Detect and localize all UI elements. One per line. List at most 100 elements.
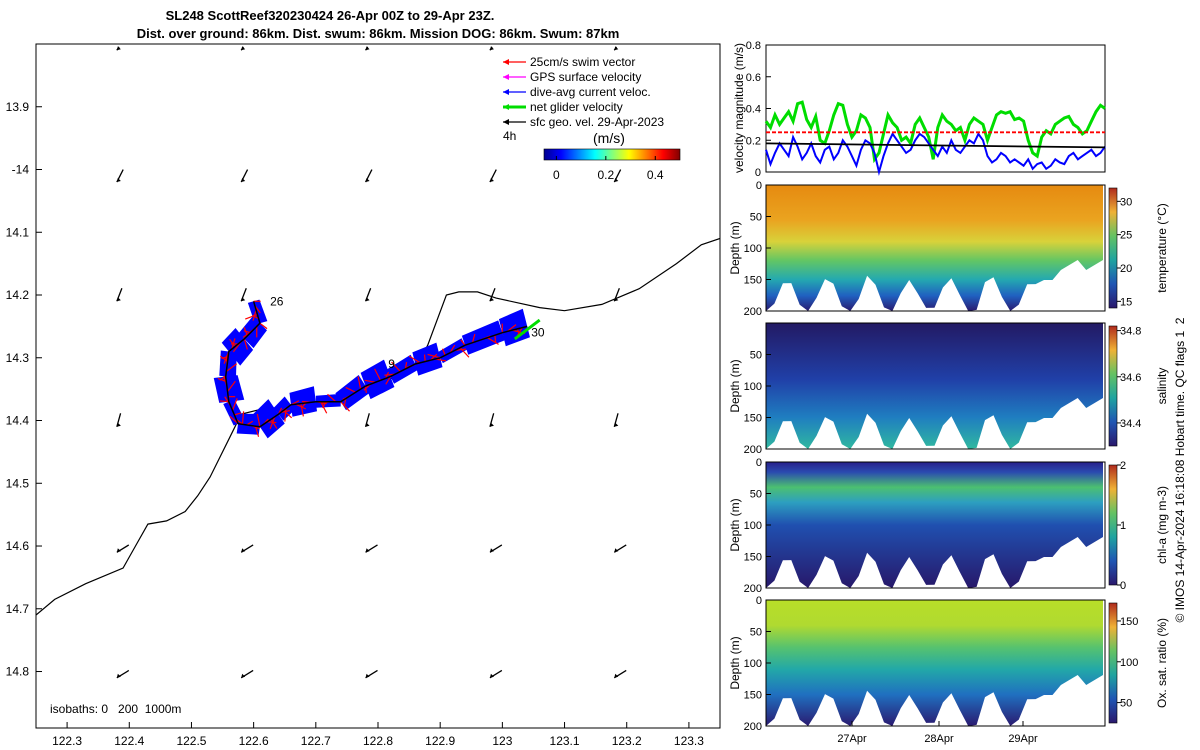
legend-label: sfc geo. vel. 29-Apr-2023 [530,115,664,129]
geo-arrow-head [614,178,619,183]
section-ylabel: Depth (m) [728,636,742,689]
legend-arrowhead [503,59,509,65]
swim-vector [494,335,497,343]
geo-arrow-head [614,548,619,553]
swim-vector [385,376,391,385]
section-y-tick-label: 100 [744,381,762,393]
geo-velocity-arrows [116,46,627,679]
swim-vector [423,354,426,362]
swim-vector [300,403,304,417]
section-y-tick-label: 200 [744,444,762,456]
geo-arrow-head [614,673,619,678]
geo-arrow-head [614,422,619,427]
colorbar-tick-label: 15 [1120,296,1132,308]
section-y-tick-label: 200 [744,306,762,318]
day-label: 9 [388,357,395,371]
velocity-y-tick-label: 0.8 [746,40,761,52]
geo-arrow-head [365,673,370,678]
geo-arrow-head [614,297,619,302]
section-y-tick-label: 100 [744,520,762,532]
velocity-y-tick-label: 0.4 [746,104,761,116]
geo-arrow-head [116,297,121,302]
map-y-tick-label: 14.6 [6,539,30,553]
legend-arrowhead [503,74,509,80]
geo-arrow-head [116,548,121,553]
swim-vector [459,347,470,358]
dive-avg-current-vector [360,359,395,400]
isobath-label: isobaths: 0 200 1000m [50,702,181,716]
section-y-tick-label: 0 [756,180,762,192]
geo-arrow-head [241,673,246,678]
section-ylabel: Depth (m) [728,359,742,412]
colorbar-tick-label: 30 [1120,196,1132,208]
map-y-tick-label: -14 [12,163,30,177]
dive-avg-current-vector [386,354,419,384]
section-panel-temperature: 0 50 100 150 200 Depth (m) 15 20 25 30 temperature… [728,180,1169,318]
swim-vector [391,361,401,372]
swim-vector [270,418,278,429]
velocity-ylabel: velocity magnitude (m/s) [732,43,746,173]
geo-arrow-head [489,297,494,302]
dive-avg-current-vector [461,320,505,355]
day-label: 26 [270,294,284,308]
velocity-y-tick-label: 0.2 [746,135,761,147]
section-y-tick-label: 100 [744,243,762,255]
swim-vector [320,401,328,414]
colorbar-tick-label: 34.4 [1120,418,1141,430]
velocity-y-tick-label: 0 [755,167,761,179]
swim-vector [241,411,245,425]
geo-arrow-head [365,178,370,183]
section-data-oxygen [766,600,1103,726]
velocity-panel: 0 0.2 0.4 0.6 0.8 velocity magnitude (m/s) [732,40,1106,179]
map-y-tick-label: 14.4 [6,414,30,428]
section-y-tick-label: 0 [756,595,762,607]
colorbar-label: Ox. sat. ratio (%) [1155,618,1169,708]
geo-arrow-head [241,548,246,553]
velocity-y-tick-label: 0.6 [746,72,761,84]
legend-label: net glider velocity [530,100,623,114]
geo-arrow-head [241,297,246,302]
section-y-tick-label: 150 [744,413,762,425]
section-y-tick-label: 50 [750,627,762,639]
geo-arrow-head [116,46,121,51]
swim-vector [225,363,238,373]
section-y-tick-label: 200 [744,583,762,595]
swim-vector [229,338,236,347]
day-label: 30 [531,326,545,340]
swim-vector [243,338,248,350]
dive-avg-current-vector [247,299,268,325]
colorbar-tick-label: 0.4 [647,168,664,182]
swim-vector [408,355,421,364]
colorbar-tick-label: 2 [1120,460,1126,472]
swim-vector [231,398,238,411]
section-ylabel: Depth (m) [728,221,742,274]
day-labels: 26 30 9 [270,294,545,371]
swim-vector [487,337,499,345]
colorbar-label: (m/s) [593,130,625,146]
map-x-tick-label: 123.1 [550,734,580,748]
colorbar-tick-label: 50 [1120,698,1132,710]
time-tick-label: 27Apr [837,733,867,745]
swim-vector [340,401,350,412]
swim-vector [295,403,307,410]
swim-vector [227,380,236,393]
swim-vector [374,368,382,381]
swim-vector [300,402,307,409]
geo-arrow-head [241,178,246,183]
dive-avg-current-vector [437,338,468,364]
swim-vector [357,376,362,390]
swim-vector [252,314,259,320]
map-y-tick-label: 13.9 [6,100,30,114]
map-y-tick-label: 14.5 [6,476,30,490]
colorbar-tick-label: 0.2 [597,168,614,182]
geo-arrow-head [489,548,494,553]
colorbar-tick-label: 20 [1120,263,1132,275]
interval-label: 4h [503,129,516,143]
geo-arrow-head [614,46,619,51]
section-y-tick-label: 150 [744,275,762,287]
geo-arrow-head [365,422,370,427]
geo-arrow-head [116,178,121,183]
geo-arrow-head [116,673,121,678]
legend-label: GPS surface velocity [530,70,641,84]
